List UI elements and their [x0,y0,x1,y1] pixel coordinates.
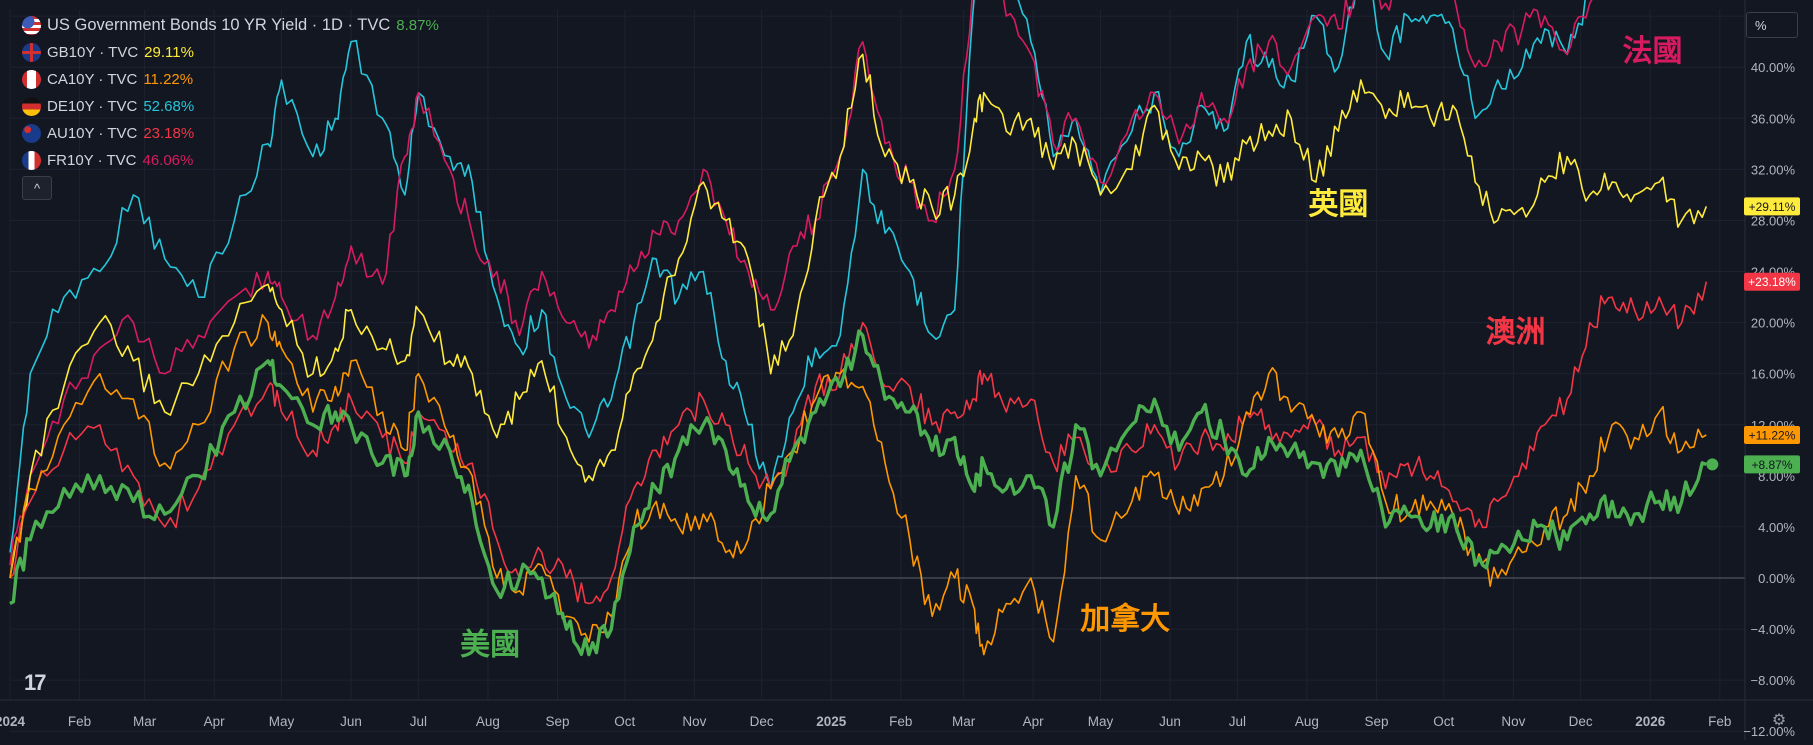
series-line-fr10y [9,0,1593,566]
legend-label: FR10Y · TVC [47,152,137,169]
annotation-label: 澳洲 [1486,315,1546,350]
series-badge-label: +8.87% [1751,458,1792,472]
x-tick-label: Jun [340,714,362,729]
tradingview-logo-icon[interactable]: 17 [24,670,47,695]
x-tick-label: Jul [410,714,427,729]
x-tick-label: Dec [750,714,774,729]
x-tick-label: 2024 [0,714,26,729]
x-tick-label: Apr [1023,714,1045,729]
chevron-up-icon: ^ [33,180,41,196]
x-tick-label: Feb [1708,714,1731,729]
x-tick-label: Dec [1569,714,1593,729]
x-tick-label: Aug [1295,714,1319,729]
series-line-us10y [9,329,1707,657]
annotation-label: 加拿大 [1080,602,1170,637]
legend-value: 23.18% [143,125,195,142]
x-tick-label: Jun [1159,714,1181,729]
x-tick-label: Feb [68,714,91,729]
x-tick-label: Aug [476,714,500,729]
series-line-au10y [9,281,1708,605]
y-tick-label: 20.00% [1751,316,1796,331]
x-tick-label: May [269,714,295,729]
y-tick-label: 4.00% [1758,520,1795,535]
unit-label: % [1755,17,1767,33]
y-tick-label: −8.00% [1751,673,1796,688]
series-badge-label: +11.22% [1749,428,1796,442]
series-endpoint-us10y [1706,458,1719,471]
y-tick-label: 16.00% [1751,367,1796,382]
x-tick-label: Oct [614,714,635,729]
legend-value: 46.06% [142,152,194,169]
series-badge-au10y [1744,272,1800,291]
legend: US Government Bonds 10 YR Yield · 1D · T… [22,12,439,174]
uk-flag-icon [22,43,41,62]
x-tick-label: Sep [545,714,569,729]
australia-flag-icon [22,124,41,143]
legend-row-ca10y[interactable]: CA10Y · TVC 11.22% [22,66,439,93]
y-tick-label: 36.00% [1751,111,1796,126]
y-tick-label: 32.00% [1751,162,1796,177]
y-tick-label: 0.00% [1758,571,1795,586]
series-line-ca10y [9,314,1707,656]
series-line-gb10y [9,53,1708,579]
y-tick-label: 28.00% [1751,213,1796,228]
y-tick-label: −4.00% [1751,622,1796,637]
series-badge-label: +23.18% [1748,275,1796,289]
us-flag-icon [22,16,41,35]
germany-flag-icon [22,97,41,116]
x-tick-label: Nov [1501,714,1525,729]
annotation-label: 美國 [460,628,520,663]
price-scale-unit-button[interactable]: % [1746,12,1798,38]
legend-row-fr10y[interactable]: FR10Y · TVC 46.06% [22,147,439,174]
x-tick-label: 2026 [1635,714,1666,729]
legend-value: 8.87% [396,17,439,34]
series-badge-us10y [1744,455,1800,474]
legend-row-gb10y[interactable]: GB10Y · TVC 29.11% [22,39,439,66]
legend-label: US Government Bonds 10 YR Yield · 1D · T… [47,16,391,34]
legend-value: 11.22% [143,71,194,88]
legend-label: CA10Y · TVC [47,71,138,88]
x-tick-label: Oct [1433,714,1454,729]
series-badge-label: +29.11% [1749,200,1796,214]
x-tick-label: Sep [1364,714,1388,729]
series-line-de10y [9,0,1586,553]
x-tick-label: Mar [952,714,976,729]
y-tick-label: −12.00% [1743,724,1795,739]
x-tick-label: May [1088,714,1114,729]
x-tick-label: Feb [889,714,912,729]
canada-flag-icon [22,70,41,89]
x-tick-label: Mar [133,714,157,729]
legend-value: 52.68% [143,98,195,115]
y-tick-label: 40.00% [1751,60,1796,75]
legend-label: AU10Y · TVC [47,125,138,142]
x-tick-label: Nov [682,714,706,729]
annotation-label: 法國 [1622,34,1682,69]
legend-row-de10y[interactable]: DE10Y · TVC 52.68% [22,93,439,120]
x-tick-label: Jul [1229,714,1246,729]
collapse-legend-button[interactable]: ^ [22,176,52,200]
legend-value: 29.11% [144,44,194,61]
france-flag-icon [22,151,41,170]
x-tick-label: 2025 [816,714,847,729]
annotation-label: 英國 [1308,187,1368,222]
legend-label: DE10Y · TVC [47,98,138,115]
x-tick-label: Apr [204,714,226,729]
settings-icon[interactable]: ⚙ [1771,712,1787,729]
legend-row-au10y[interactable]: AU10Y · TVC 23.18% [22,120,439,147]
series-badge-ca10y [1744,425,1800,444]
legend-label: GB10Y · TVC [47,44,139,61]
series-badge-gb10y [1744,197,1800,216]
legend-row-us10y[interactable]: US Government Bonds 10 YR Yield · 1D · T… [22,12,439,39]
